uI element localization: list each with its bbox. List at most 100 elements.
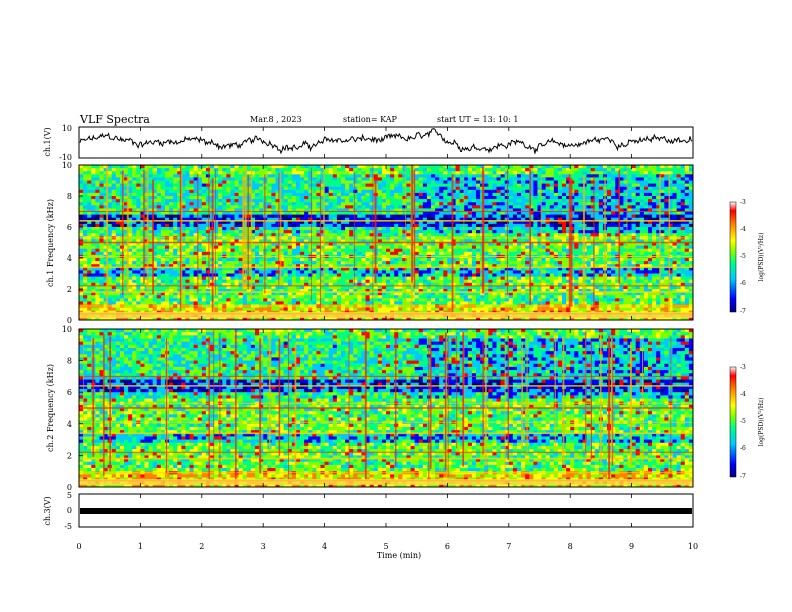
spectrogram-cell [169, 214, 174, 218]
spectrogram-cell [398, 171, 403, 175]
spectrogram-cell [414, 196, 420, 200]
spectrogram-cell [422, 180, 428, 184]
spectrogram-cell [345, 192, 350, 197]
spectrogram-cell [320, 233, 325, 237]
spectrogram-cell [369, 285, 375, 290]
spectrogram-cell [156, 171, 162, 175]
spectrogram-cell [414, 168, 420, 172]
spectrogram-cell [103, 227, 108, 231]
spectrogram-cell [156, 258, 162, 262]
spectrogram-cell [435, 233, 440, 237]
spectrogram-cell [103, 174, 108, 178]
spectrogram-cell [250, 208, 256, 212]
spectrogram-cell [148, 264, 153, 268]
spectrogram-cell [349, 295, 354, 299]
spectrogram-cell [336, 316, 342, 321]
spectrogram-cell [402, 177, 407, 181]
spectrogram-cell [369, 230, 375, 234]
spectrogram-cell [152, 199, 158, 203]
spectrogram-cell [83, 223, 88, 228]
spectrogram-cell [181, 171, 186, 175]
spectrogram-cell [156, 242, 162, 246]
spectrogram-cell [336, 199, 342, 203]
start-time-label: start UT = 13: 10: 1 [437, 115, 518, 124]
spectrogram-cell [471, 208, 477, 212]
spectrogram-cell [148, 205, 153, 209]
spectrogram-cell [201, 199, 207, 203]
spectrogram-cell [431, 202, 436, 206]
spectrogram-cell [189, 180, 194, 184]
spectrogram-cell [173, 301, 178, 305]
spectrogram-cell [443, 251, 448, 256]
spectrogram-cell [386, 301, 391, 305]
spectrogram-cell [169, 276, 174, 280]
spectrogram-cell [328, 270, 334, 274]
spectrogram-cell [455, 251, 460, 256]
spectrogram-cell [124, 227, 129, 231]
spectrogram-cell [111, 289, 117, 293]
spectrogram-cell [320, 177, 325, 181]
spectrogram-cell [169, 177, 174, 181]
spectrogram-cell [214, 202, 219, 206]
spectrogram-cell [124, 199, 129, 203]
spectrogram-cell [467, 217, 473, 222]
spectrogram-cell [124, 214, 129, 218]
spectrogram-cell [406, 214, 411, 218]
spectrogram-cell [451, 261, 456, 265]
spectrogram-cell [467, 208, 473, 212]
spectrogram-cell [439, 165, 444, 169]
spectrogram-cell [99, 251, 104, 256]
spectrogram-cell [197, 292, 203, 296]
spectrogram-cell [238, 258, 244, 262]
spectrogram-cell [169, 261, 174, 265]
spectrogram-cell [107, 214, 113, 218]
spectrogram-cell [259, 192, 264, 197]
spectrogram-cell [300, 258, 305, 262]
spectrogram-cell [201, 223, 207, 228]
spectrogram-cell [99, 168, 104, 172]
spectrogram-cell [340, 205, 346, 209]
spectrogram-cell [91, 298, 96, 302]
spectrogram-cell [124, 270, 129, 274]
spectrogram-cell [173, 295, 178, 299]
spectrogram-cell [332, 316, 338, 321]
spectrogram-cell [312, 307, 317, 311]
spectrogram-cell [246, 307, 252, 311]
spectrogram-cell [185, 199, 190, 203]
spectrogram-cell [308, 199, 313, 203]
spectrogram-cell [189, 211, 194, 215]
spectrogram-cell [242, 292, 248, 296]
spectrogram-cell [128, 165, 133, 169]
spectrogram-cell [128, 174, 133, 178]
spectrogram-cell [398, 186, 403, 191]
spectrogram-cell [115, 248, 121, 253]
spectrogram-cell [304, 267, 309, 271]
spectrogram-cell [332, 230, 338, 234]
spectrogram-cell [455, 270, 460, 274]
spectrogram-cell [83, 233, 88, 237]
spectrogram-cell [169, 251, 174, 256]
spectrogram-cell [177, 189, 182, 194]
spectrogram-cell [476, 168, 481, 172]
spectrogram-cell [250, 307, 256, 311]
spectrogram-cell [291, 183, 297, 187]
spectrogram-cell [218, 307, 223, 311]
spectrogram-cell [459, 217, 465, 222]
spectrogram-cell [447, 196, 452, 200]
spectrogram-cell [332, 248, 338, 253]
spectrogram-cell [107, 298, 113, 302]
spectrogram-cell [426, 298, 432, 302]
spectrogram-cell [148, 165, 153, 169]
spectrogram-cell [414, 223, 420, 228]
spectrogram-cell [328, 183, 334, 187]
spectrogram-cell [160, 177, 166, 181]
spectrogram-cell [390, 279, 395, 284]
spectrogram-cell [124, 245, 129, 249]
spectrogram-cell [422, 202, 428, 206]
spectrogram-cell [79, 301, 84, 305]
spectrogram-cell [287, 199, 293, 203]
spectrogram-cell [160, 192, 166, 197]
spectrogram-cell [304, 245, 309, 249]
spectrogram-cell [455, 183, 460, 187]
